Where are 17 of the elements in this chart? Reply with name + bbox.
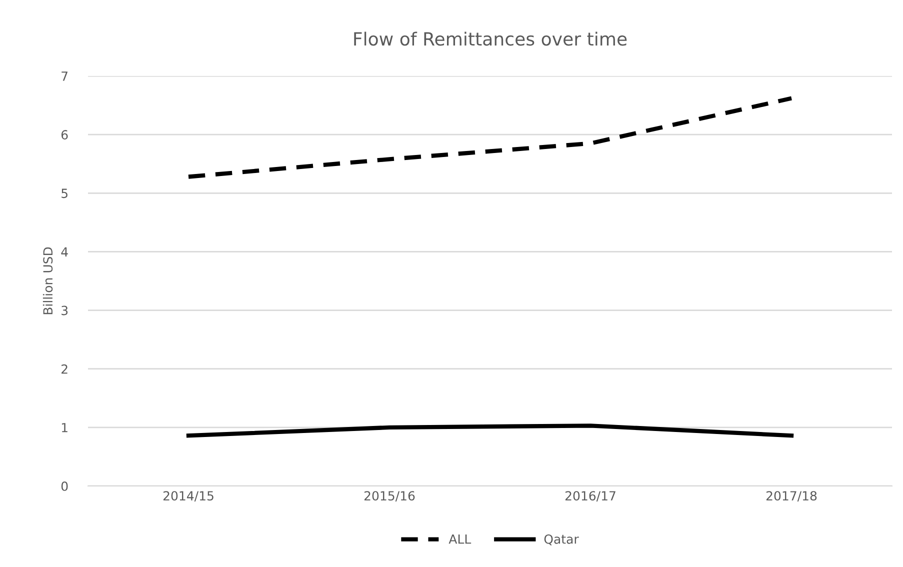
x-tick-label: 2014/15 — [163, 491, 214, 502]
y-tick-label: 7 — [62, 72, 68, 81]
y-tick-label: 1 — [62, 423, 68, 432]
x-tick-label: 2015/16 — [364, 491, 415, 502]
legend-label: ALL — [448, 534, 472, 544]
y-tick-label: 0 — [61, 481, 68, 491]
y-tick-label: 6 — [61, 130, 68, 140]
y-tick-label: 3 — [62, 306, 68, 316]
y-axis-title: Billion USD — [42, 247, 53, 314]
y-tick-label: 4 — [61, 247, 68, 256]
chart-title: Flow of Remittances over time — [354, 32, 627, 46]
y-tick-label: 5 — [62, 188, 68, 198]
y-tick-label: 2 — [62, 364, 68, 374]
legend-label: Qatar — [544, 534, 579, 546]
x-tick-label: 2017/18 — [766, 491, 817, 502]
x-tick-label: 2016/17 — [565, 491, 616, 502]
line-series — [186, 96, 794, 179]
